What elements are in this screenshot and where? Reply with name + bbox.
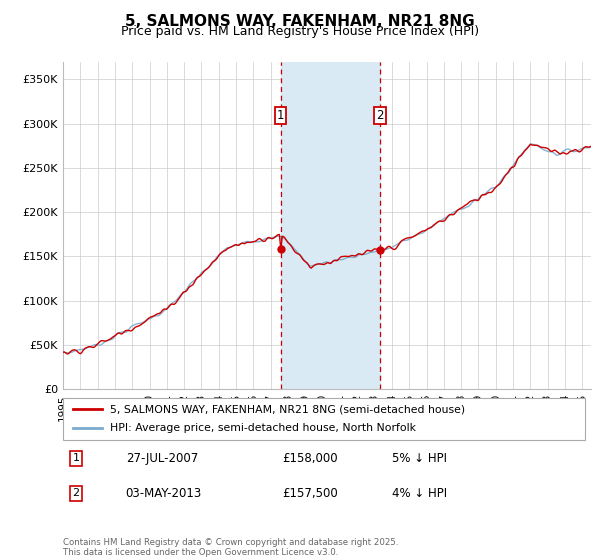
Text: Contains HM Land Registry data © Crown copyright and database right 2025.
This d: Contains HM Land Registry data © Crown c… xyxy=(63,538,398,557)
Text: 5, SALMONS WAY, FAKENHAM, NR21 8NG: 5, SALMONS WAY, FAKENHAM, NR21 8NG xyxy=(125,14,475,29)
Text: £157,500: £157,500 xyxy=(282,487,338,500)
Text: 2: 2 xyxy=(73,488,80,498)
Text: 2: 2 xyxy=(377,109,384,122)
Text: 1: 1 xyxy=(73,453,80,463)
Text: 27-JUL-2007: 27-JUL-2007 xyxy=(125,451,198,465)
Text: Price paid vs. HM Land Registry's House Price Index (HPI): Price paid vs. HM Land Registry's House … xyxy=(121,25,479,38)
Text: 5% ↓ HPI: 5% ↓ HPI xyxy=(392,451,447,465)
Text: 4% ↓ HPI: 4% ↓ HPI xyxy=(392,487,447,500)
Text: £158,000: £158,000 xyxy=(282,451,338,465)
Text: HPI: Average price, semi-detached house, North Norfolk: HPI: Average price, semi-detached house,… xyxy=(110,423,416,433)
Bar xyxy=(281,62,380,389)
Text: 03-MAY-2013: 03-MAY-2013 xyxy=(125,487,202,500)
Text: 5, SALMONS WAY, FAKENHAM, NR21 8NG (semi-detached house): 5, SALMONS WAY, FAKENHAM, NR21 8NG (semi… xyxy=(110,404,465,414)
Text: 1: 1 xyxy=(277,109,284,122)
